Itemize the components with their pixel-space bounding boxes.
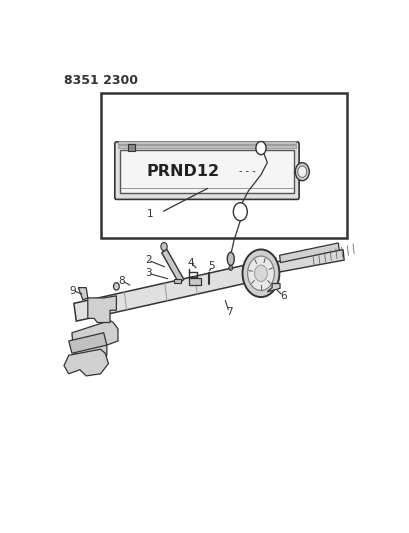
Text: 4: 4 — [187, 257, 194, 268]
Circle shape — [294, 163, 308, 181]
Text: 2: 2 — [144, 255, 151, 265]
FancyBboxPatch shape — [115, 142, 299, 199]
Polygon shape — [72, 320, 118, 368]
Polygon shape — [88, 296, 116, 322]
Polygon shape — [279, 243, 338, 263]
FancyBboxPatch shape — [119, 150, 294, 193]
Polygon shape — [189, 278, 200, 285]
Bar — [118, 141, 295, 144]
Polygon shape — [276, 249, 343, 272]
Text: 5: 5 — [208, 261, 214, 271]
Text: 8: 8 — [118, 276, 125, 286]
Circle shape — [255, 142, 265, 155]
Bar — [173, 279, 180, 283]
Text: PRND12: PRND12 — [146, 164, 219, 179]
Polygon shape — [162, 248, 183, 284]
Text: 9: 9 — [70, 286, 76, 295]
Circle shape — [228, 265, 232, 270]
Polygon shape — [69, 333, 107, 353]
Circle shape — [297, 166, 306, 177]
Bar — [118, 145, 295, 148]
Circle shape — [160, 243, 167, 251]
Text: - - -: - - - — [238, 166, 255, 176]
Polygon shape — [64, 349, 108, 376]
Ellipse shape — [227, 252, 234, 265]
Polygon shape — [74, 258, 277, 321]
Circle shape — [233, 203, 247, 221]
Text: 1: 1 — [146, 209, 153, 219]
Bar — [100, 93, 346, 238]
Text: 8351 2300: 8351 2300 — [64, 74, 137, 87]
Polygon shape — [78, 288, 88, 300]
Polygon shape — [267, 284, 279, 292]
Circle shape — [254, 265, 267, 281]
Circle shape — [242, 249, 279, 297]
Text: 3: 3 — [144, 268, 151, 278]
FancyBboxPatch shape — [127, 143, 134, 151]
Circle shape — [113, 282, 119, 290]
Text: 7: 7 — [225, 307, 232, 317]
Circle shape — [247, 256, 274, 290]
Text: 6: 6 — [279, 291, 286, 301]
